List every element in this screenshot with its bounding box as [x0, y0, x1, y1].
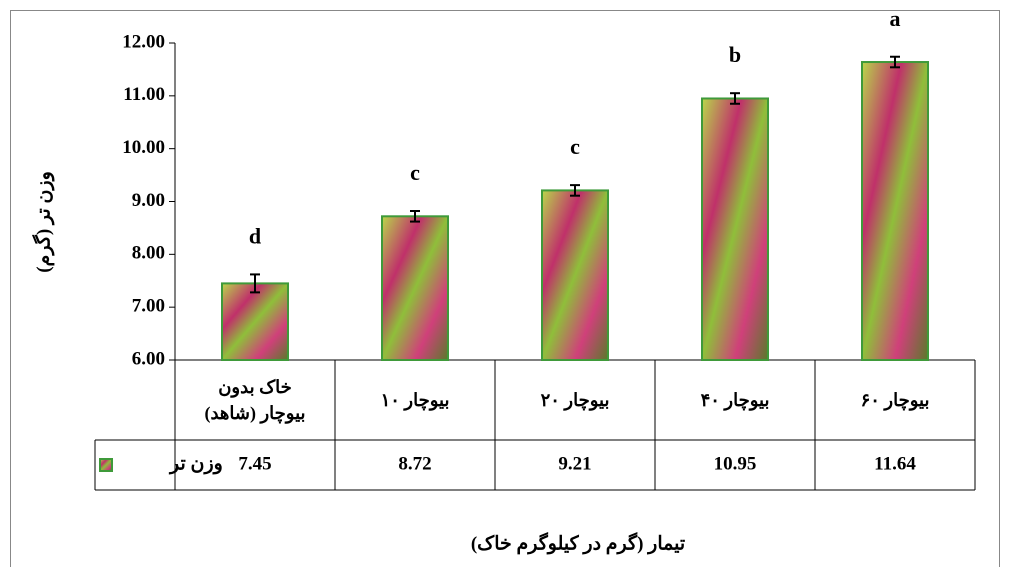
x-tick-label-box: بیوچار ۶۰ [860, 390, 930, 410]
y-axis-label: وزن تر (گرم) [31, 171, 54, 273]
x-tick-label: بیوچار ۶۰ [860, 390, 930, 410]
significance-letter: c [570, 134, 580, 159]
significance-letter: d [249, 223, 261, 248]
table-value: 8.72 [398, 453, 431, 474]
error-bar [250, 273, 260, 294]
legend-label: وزن تر [168, 453, 223, 474]
y-tick-label: 7.00 [132, 296, 165, 317]
y-tick-label: 11.00 [123, 84, 165, 105]
y-tick-label: 12.00 [122, 31, 165, 52]
x-tick-label-box: خاک بدون بیوچار (شاهد) [204, 377, 306, 423]
legend-swatch [99, 458, 113, 472]
significance-letter: c [410, 160, 420, 185]
table-value: 10.95 [714, 453, 757, 474]
x-tick-label: بیوچار ۲۰ [540, 390, 610, 410]
error-bar [730, 92, 740, 105]
significance-letter: a [890, 6, 901, 31]
chart-frame [10, 10, 1000, 567]
x-tick-label: خاک بدون بیوچار (شاهد) [204, 377, 306, 423]
x-tick-label: بیوچار ۱۰ [380, 390, 450, 410]
bar [861, 61, 929, 362]
error-bar [890, 55, 900, 69]
error-bar [410, 210, 420, 223]
bar [701, 97, 769, 361]
y-tick-label: 10.00 [122, 137, 165, 158]
x-tick-label: بیوچار ۴۰ [700, 390, 770, 410]
table-value: 11.64 [874, 453, 916, 474]
significance-letter: b [729, 42, 741, 67]
table-value: 7.45 [238, 453, 271, 474]
x-tick-label-box: بیوچار ۱۰ [380, 390, 450, 410]
table-value: 9.21 [558, 453, 591, 474]
x-tick-label-box: بیوچار ۲۰ [540, 390, 610, 410]
y-tick-label: 8.00 [132, 243, 165, 264]
bar [221, 282, 289, 361]
bar [381, 215, 449, 361]
x-axis-label: تیمار (گرم در کیلوگرم خاک) [471, 531, 685, 554]
bar [541, 189, 609, 361]
error-bar [570, 184, 580, 197]
x-tick-label-box: بیوچار ۴۰ [700, 390, 770, 410]
y-tick-label: 9.00 [132, 190, 165, 211]
y-tick-label: 6.00 [132, 348, 165, 369]
